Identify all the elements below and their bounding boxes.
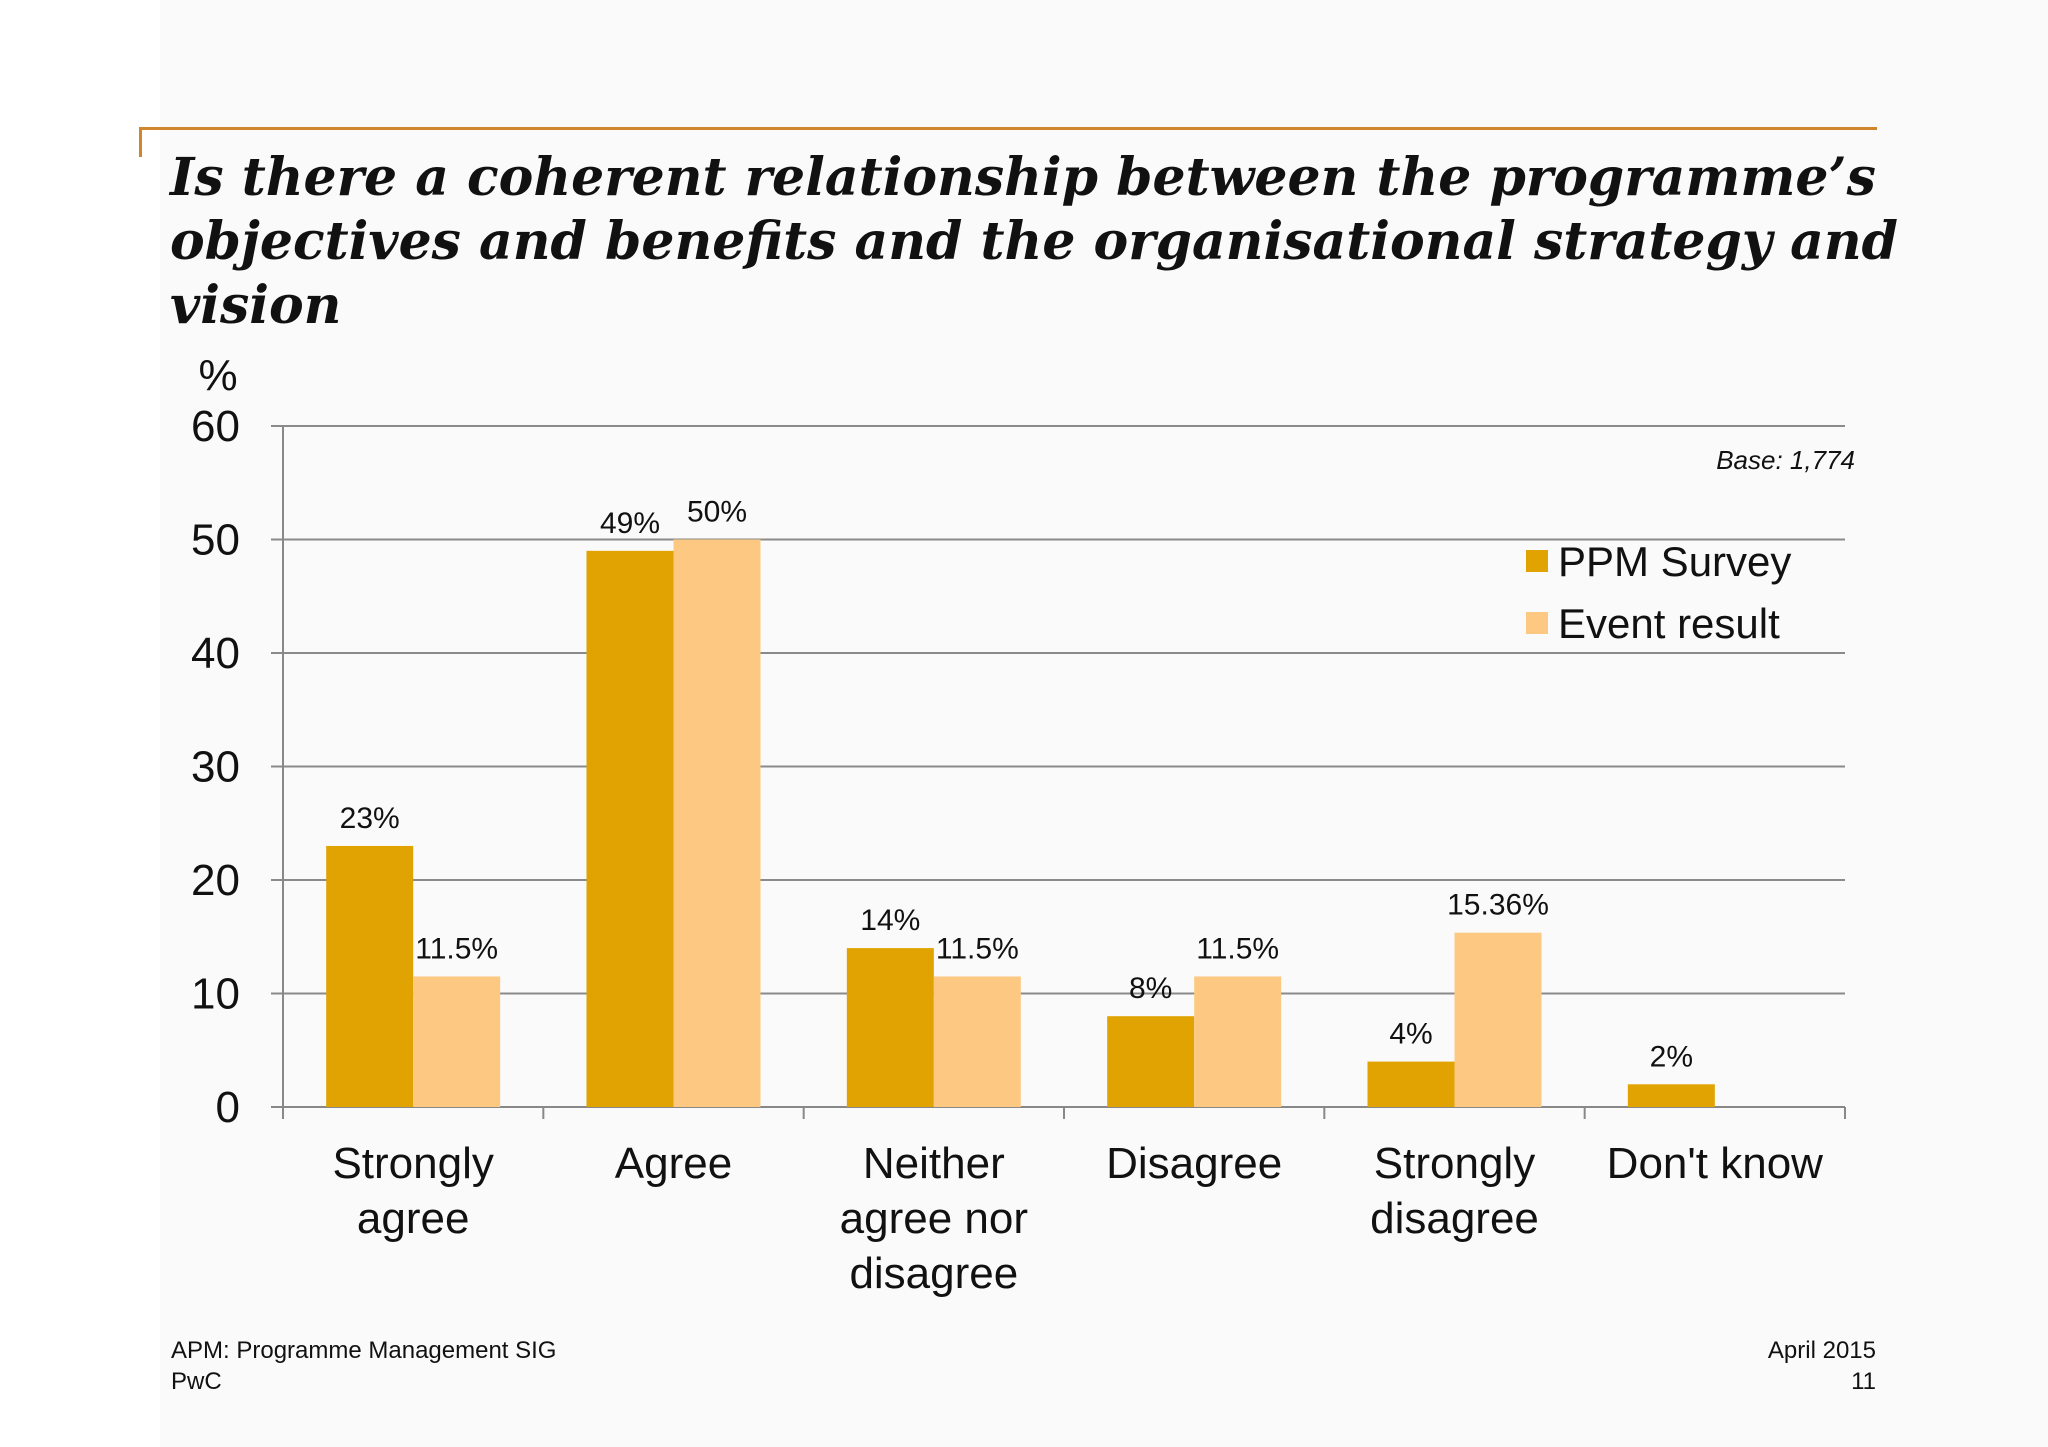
data-label: 2% — [1650, 1040, 1693, 1073]
x-category-label: Neither — [863, 1139, 1005, 1188]
legend-entry: Event result — [1558, 600, 1780, 647]
y-tick-label: 40 — [191, 629, 240, 678]
bar-event-result — [673, 539, 761, 1107]
bar-ppm-survey — [1627, 1084, 1715, 1107]
x-category-label: Disagree — [1106, 1139, 1282, 1188]
bar-ppm-survey — [326, 845, 414, 1107]
bar-event-result — [1454, 932, 1542, 1107]
x-category-label: agree — [357, 1194, 470, 1243]
y-tick-label: 0 — [216, 1083, 240, 1132]
x-category-label: agree nor — [840, 1194, 1028, 1243]
data-label: 15.36% — [1447, 889, 1549, 922]
y-tick-label: 60 — [191, 402, 240, 451]
footer-page-number: 11 — [1851, 1368, 1876, 1395]
y-tick-label: 10 — [191, 970, 240, 1019]
data-label: 4% — [1389, 1018, 1432, 1051]
bar-event-result — [413, 976, 501, 1107]
x-category-label: Don't know — [1607, 1139, 1824, 1188]
base-note: Base: 1,774 — [1716, 445, 1855, 475]
data-label: 11.5% — [936, 932, 1019, 965]
bar-event-result — [1194, 976, 1282, 1107]
x-category-label: Agree — [615, 1139, 732, 1188]
x-category-label: Strongly — [332, 1139, 493, 1188]
footer-right: April 2015 11 — [1768, 1335, 1876, 1397]
bar-event-result — [933, 976, 1021, 1107]
bar-ppm-survey — [586, 550, 674, 1107]
top-rule — [139, 127, 1877, 130]
x-category-label: Strongly — [1374, 1139, 1535, 1188]
title-line: vision — [170, 275, 342, 336]
x-category-label: disagree — [1370, 1194, 1539, 1243]
data-label: 50% — [687, 496, 747, 529]
data-label: 11.5% — [1196, 932, 1279, 965]
data-label: 14% — [860, 904, 920, 937]
y-tick-label: 50 — [191, 516, 240, 565]
bar-ppm-survey — [1107, 1016, 1195, 1107]
y-tick-label: 20 — [191, 856, 240, 905]
data-label: 8% — [1129, 972, 1172, 1005]
footer-company: PwC — [171, 1368, 222, 1395]
y-axis-label: % — [198, 351, 237, 400]
footer-left: APM: Programme Management SIG PwC — [171, 1335, 556, 1397]
y-tick-label: 30 — [191, 743, 240, 792]
legend-entry: PPM Survey — [1558, 538, 1791, 585]
data-label: 11.5% — [415, 932, 498, 965]
top-rule-tick — [139, 127, 142, 157]
title-line: Is there a coherent relationship between… — [170, 147, 1876, 208]
bar-ppm-survey — [846, 948, 934, 1107]
data-label: 23% — [340, 802, 400, 835]
x-category-label: disagree — [849, 1249, 1018, 1298]
slide-background — [160, 0, 2048, 1447]
footer-date: April 2015 — [1767, 1337, 1876, 1364]
data-label: 49% — [600, 507, 660, 540]
footer-organisation: APM: Programme Management SIG — [171, 1337, 557, 1364]
bar-ppm-survey — [1367, 1061, 1455, 1107]
legend-swatch — [1526, 612, 1548, 634]
slide-title: Is there a coherent relationship between… — [170, 146, 1899, 338]
legend-swatch — [1526, 550, 1548, 572]
title-line: objectives and benefits and the organisa… — [170, 211, 1899, 272]
